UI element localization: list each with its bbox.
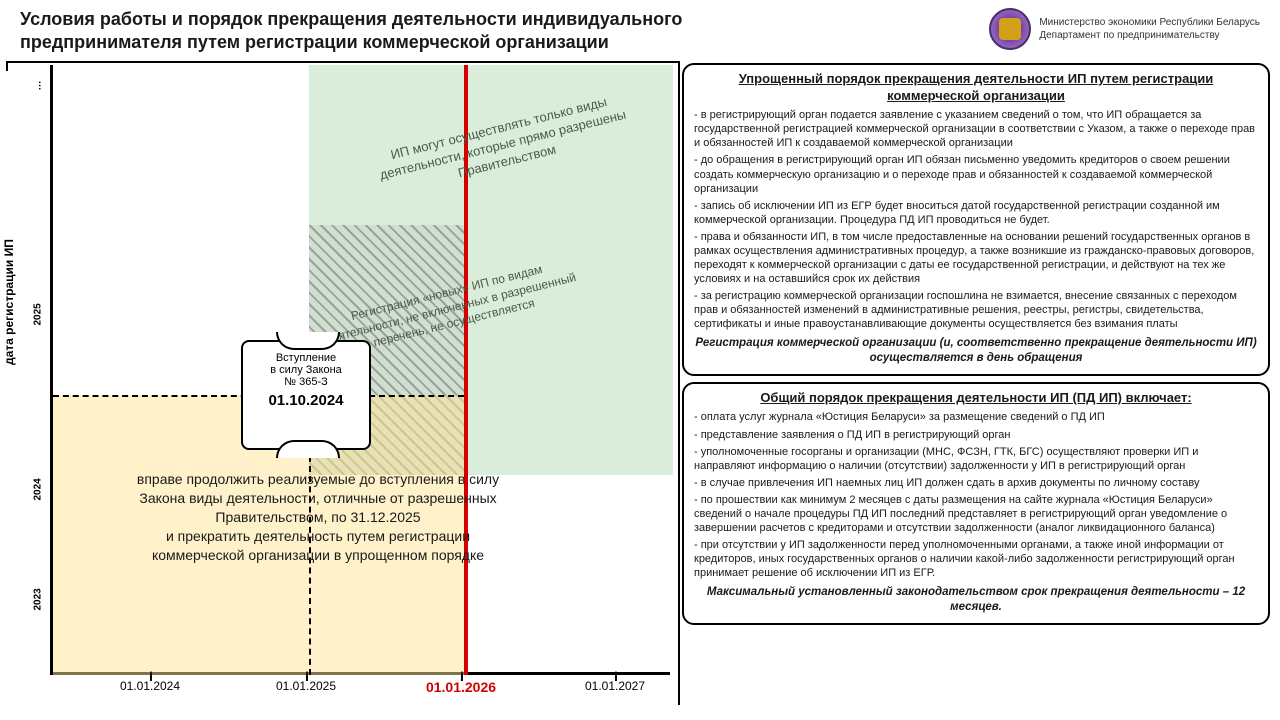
- panel-item: - по прошествии как минимум 2 месяцев с …: [694, 493, 1258, 535]
- y-tick-label: 2024: [33, 478, 44, 500]
- transition-text: вправе продолжить реализуемые до вступле…: [133, 470, 503, 564]
- panel-item: - в регистрирующий орган подается заявле…: [694, 108, 1258, 150]
- panel2-title: Общий порядок прекращения деятельности И…: [694, 390, 1258, 407]
- x-tick-label: 01.01.2027: [585, 679, 645, 693]
- panel-item: - в случае привлечения ИП наемных лиц ИП…: [694, 476, 1258, 490]
- y-tick-label: 2025: [33, 303, 44, 325]
- law-line1: Вступление: [247, 352, 365, 364]
- law-line3: № 365-З: [247, 376, 365, 388]
- panel-item: - уполномоченные госорганы и организации…: [694, 445, 1258, 473]
- y-tick-label: …: [33, 81, 44, 91]
- panel-item: - за регистрацию коммерческой организаци…: [694, 289, 1258, 331]
- panel1-title: Упрощенный порядок прекращения деятельно…: [694, 71, 1258, 104]
- emblem-icon: [989, 8, 1031, 50]
- panel-item: - права и обязанности ИП, в том числе пр…: [694, 230, 1258, 286]
- y-tick-label: 2023: [33, 588, 44, 610]
- x-tick-label: 01.01.2025: [276, 679, 336, 693]
- x-ticks: 01.01.2024 01.01.2025 01.01.2026 01.01.2027: [50, 679, 670, 699]
- law-date: 01.10.2024: [247, 392, 365, 409]
- panel2-footer: Максимальный установленный законодательс…: [694, 585, 1258, 614]
- panel1-footer: Регистрация коммерческой организации (и,…: [694, 336, 1258, 365]
- panel-item: - оплата услуг журнала «Юстиция Беларуси…: [694, 410, 1258, 424]
- panel2-items: - оплата услуг журнала «Юстиция Беларуси…: [694, 410, 1258, 580]
- panel-general: Общий порядок прекращения деятельности И…: [682, 382, 1270, 625]
- panel-simplified: Упрощенный порядок прекращения деятельно…: [682, 63, 1270, 376]
- ministry-line2: Департамент по предпринимательству: [1039, 29, 1260, 42]
- panel-item: - запись об исключении ИП из ЕГР будет в…: [694, 199, 1258, 227]
- panel-item: - до обращения в регистрирующий орган ИП…: [694, 153, 1258, 195]
- panel1-items: - в регистрирующий орган подается заявле…: [694, 108, 1258, 331]
- ministry-block: Министерство экономики Республики Белару…: [989, 8, 1260, 50]
- panel-item: - при отсутствии у ИП задолженности пере…: [694, 538, 1258, 580]
- plot-area: ИП могут осуществлять только виды деятел…: [50, 65, 670, 675]
- ministry-line1: Министерство экономики Республики Белару…: [1039, 16, 1260, 29]
- y-ticks: 2023 2024 2025 …: [28, 65, 50, 675]
- right-column: Упрощенный порядок прекращения деятельно…: [682, 63, 1270, 625]
- law-callout: Вступление в силу Закона № 365-З 01.10.2…: [241, 340, 371, 450]
- ministry-text: Министерство экономики Республики Белару…: [1039, 16, 1260, 42]
- y-axis-label: дата регистрации ИП: [2, 239, 16, 365]
- x-tick-label: 01.01.2024: [120, 679, 180, 693]
- panel-item: - представление заявления о ПД ИП в реги…: [694, 428, 1258, 442]
- x-tick-label: 01.01.2026: [426, 679, 496, 695]
- law-line2: в силу Закона: [247, 364, 365, 376]
- header: Условия работы и порядок прекращения дея…: [20, 8, 1260, 56]
- page-title: Условия работы и порядок прекращения дея…: [20, 8, 800, 55]
- chart-area: дата регистрации ИП 202320242025… ИП мог…: [10, 65, 680, 705]
